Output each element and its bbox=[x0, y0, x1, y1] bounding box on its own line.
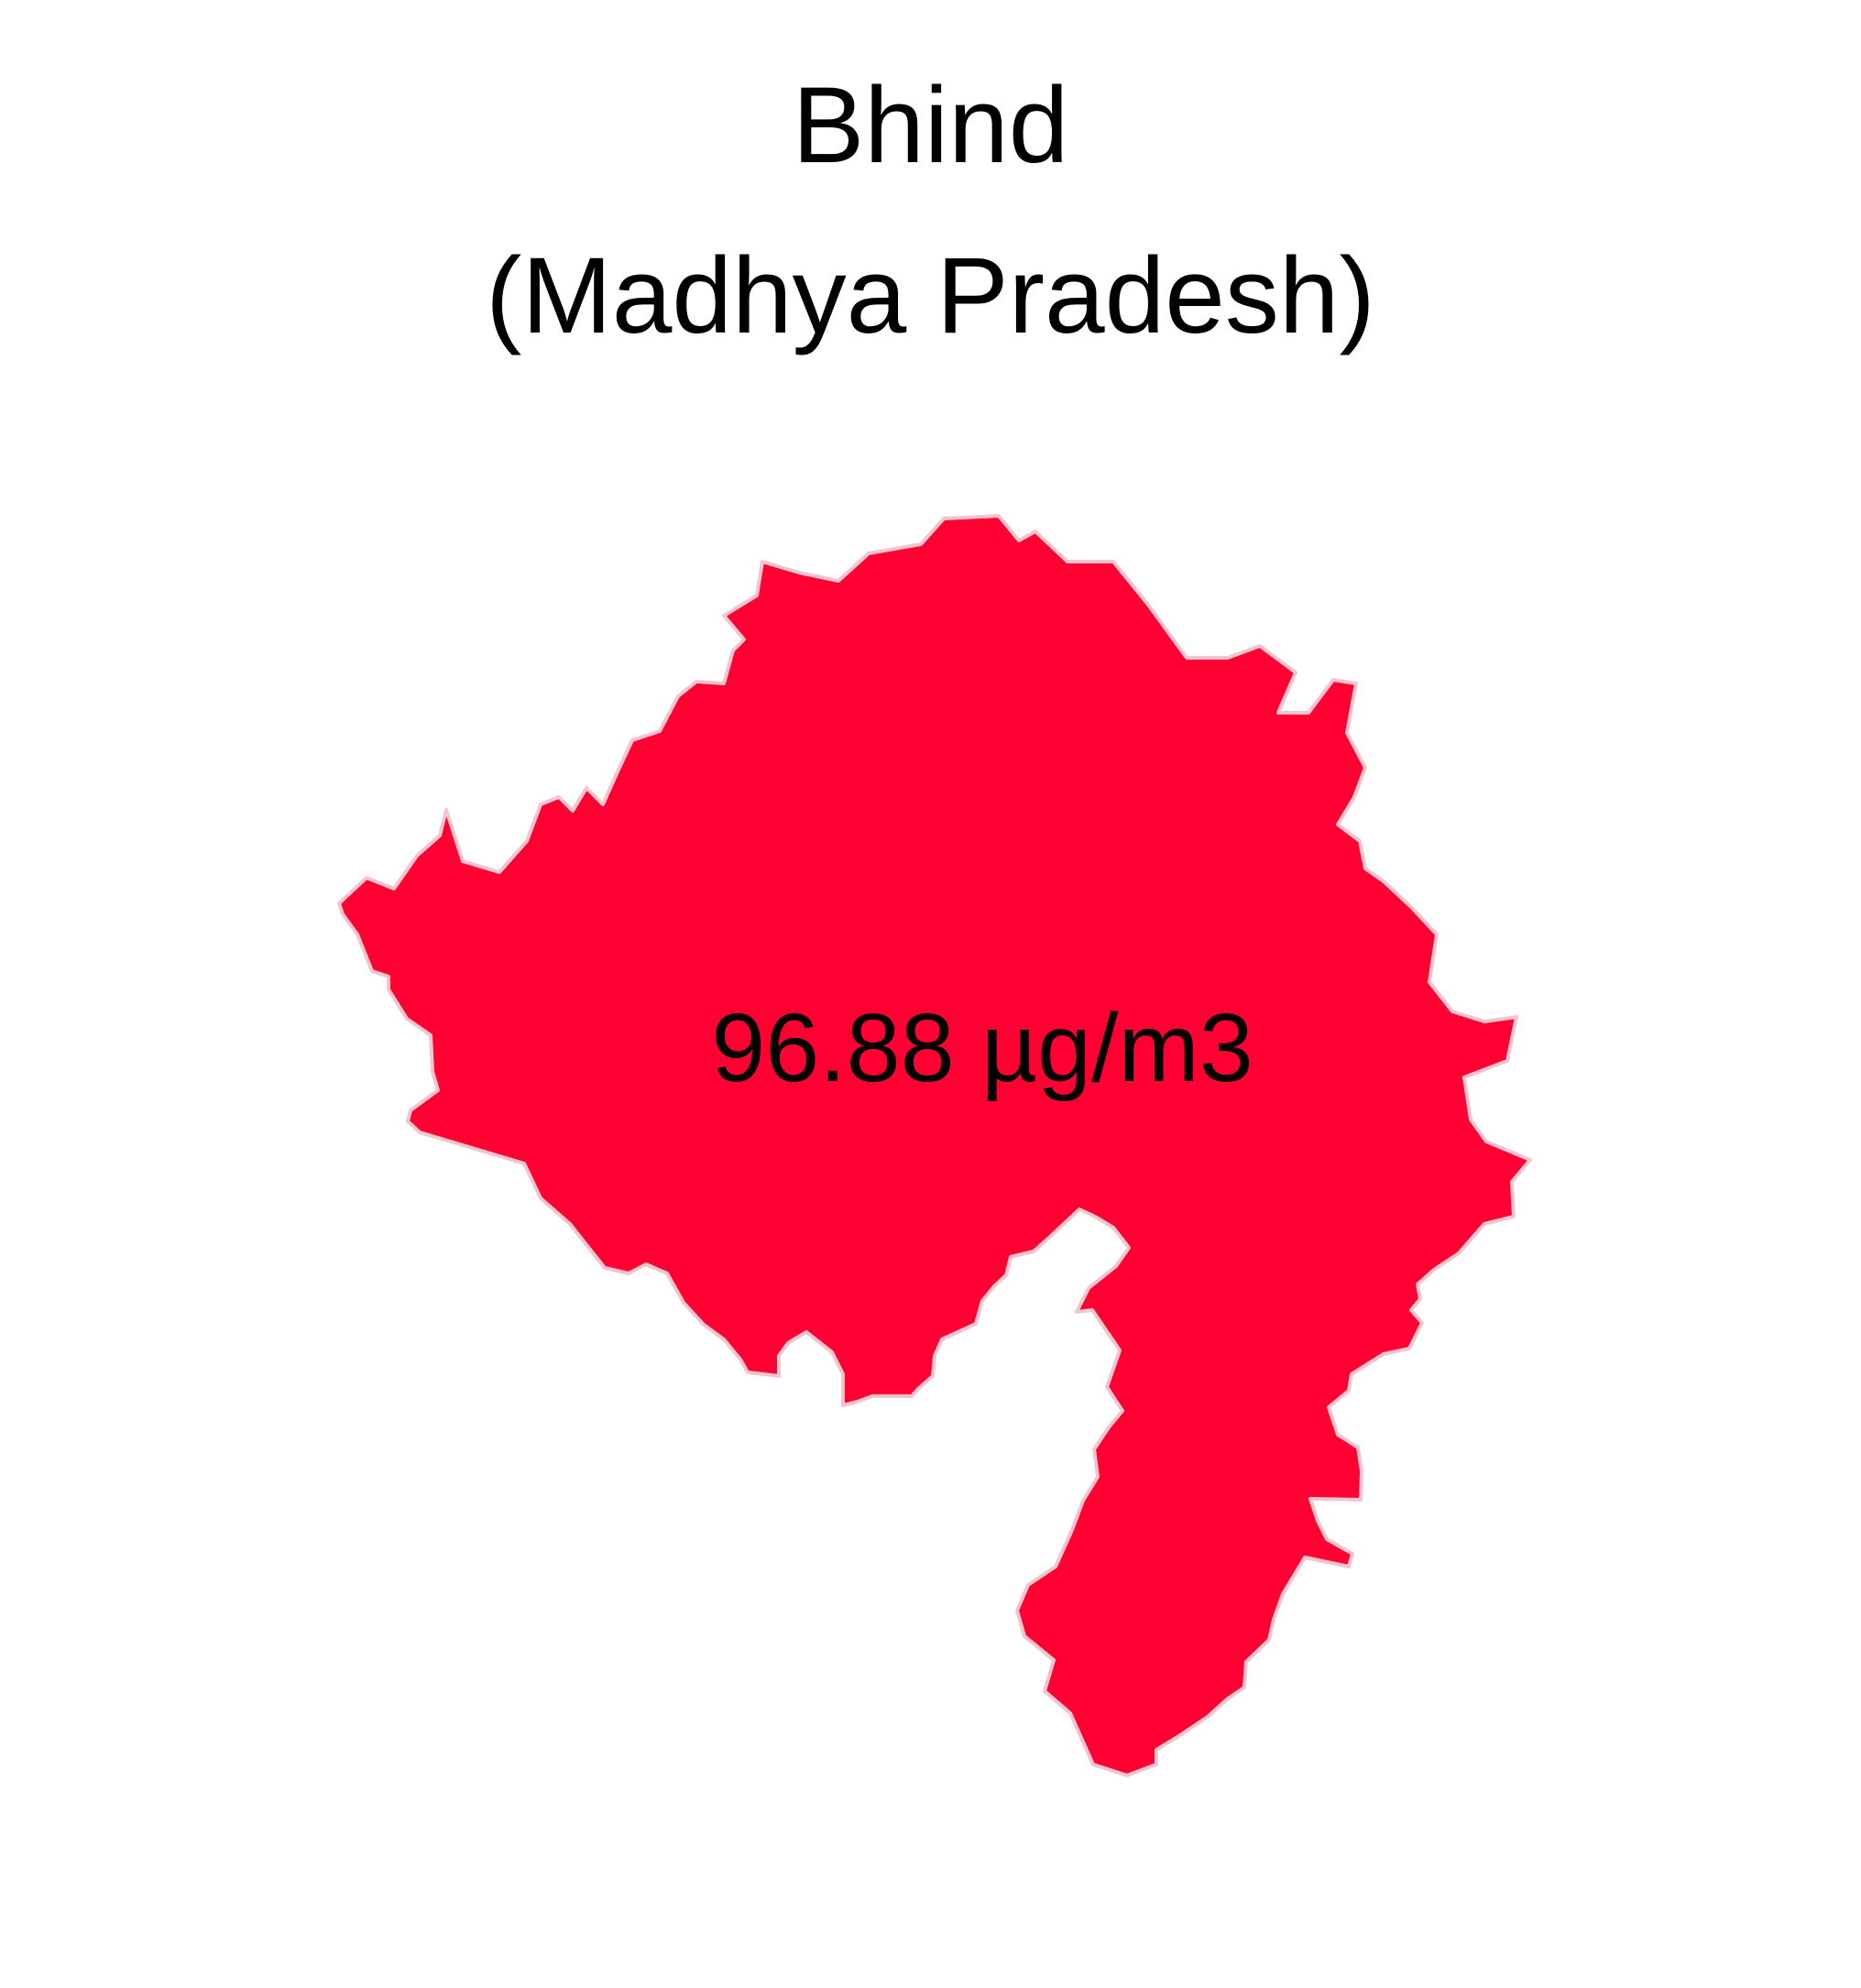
value-label: 96.88 µg/m3 bbox=[711, 994, 1253, 1102]
map-title: Bhind bbox=[792, 65, 1069, 186]
district-region-shape bbox=[337, 514, 1532, 1777]
map-subtitle: (Madhya Pradesh) bbox=[486, 235, 1375, 356]
